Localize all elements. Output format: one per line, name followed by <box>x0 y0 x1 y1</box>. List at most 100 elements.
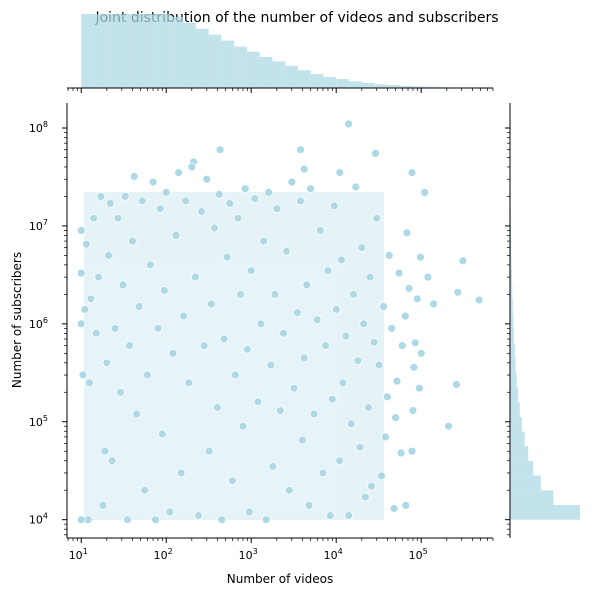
scatter-point <box>400 311 410 321</box>
y-tick-label: 106 <box>29 316 48 331</box>
top-histogram-bar <box>208 34 222 88</box>
scatter-point <box>102 358 112 368</box>
scatter-point <box>236 289 246 299</box>
scatter-point <box>384 250 394 260</box>
top-histogram-bar <box>348 81 362 88</box>
scatter-point <box>302 280 312 290</box>
top-histogram-bar <box>196 28 209 88</box>
scatter-point <box>181 196 191 206</box>
top-histogram-bar <box>272 61 286 88</box>
scatter-point <box>297 435 307 445</box>
scatter-point <box>360 492 370 502</box>
y-tick-label: 107 <box>29 218 48 233</box>
scatter-point <box>238 421 248 431</box>
scatter-point <box>357 243 367 253</box>
x-tick-label: 103 <box>239 547 258 562</box>
scatter-point <box>296 196 305 206</box>
scatter-point <box>304 500 314 510</box>
scatter-point <box>233 213 243 223</box>
scatter-point <box>153 323 163 333</box>
right-histogram-bar <box>510 387 519 403</box>
top-histogram-bar <box>399 85 413 88</box>
scatter-point <box>253 397 263 407</box>
scatter-point <box>296 145 305 155</box>
scatter-point <box>96 191 106 201</box>
scatter-point <box>344 119 354 129</box>
top-histogram-bar <box>170 17 184 88</box>
scatter-point <box>246 266 256 276</box>
top-histogram-bar <box>374 84 388 88</box>
scatter-point <box>100 446 110 456</box>
scatter-point <box>165 507 175 517</box>
scatter-point <box>407 446 417 456</box>
scatter-point <box>210 223 219 233</box>
scatter-point <box>318 468 328 478</box>
scatter-point <box>120 191 130 201</box>
scatter-point <box>402 228 412 238</box>
scatter-point <box>382 392 392 402</box>
scatter-point <box>217 515 227 525</box>
scatter-point <box>272 204 282 214</box>
scatter-point <box>414 383 424 393</box>
x-tick-label: 105 <box>409 547 428 562</box>
scatter-point <box>118 280 128 290</box>
y-tick-label: 105 <box>29 414 48 429</box>
scatter-point <box>76 225 86 235</box>
right-histogram-bar <box>510 270 512 285</box>
scatter-point <box>134 302 144 312</box>
scatter-point <box>387 323 397 333</box>
scatter-point <box>412 294 422 304</box>
right-histogram-bar <box>510 328 514 344</box>
scatter-point <box>315 225 325 235</box>
right-histogram-bar <box>510 284 513 300</box>
scatter-point <box>408 406 418 416</box>
scatter-point <box>404 283 414 293</box>
scatter-point <box>349 289 358 299</box>
scatter-point <box>116 387 125 397</box>
scatter-point <box>168 348 178 358</box>
scatter-point <box>401 500 411 510</box>
scatter-point <box>261 515 271 525</box>
right-histogram-bar <box>510 299 513 315</box>
right-histogram-bar <box>510 255 512 270</box>
scatter-point <box>187 162 197 172</box>
top-histogram-bar <box>234 46 247 88</box>
scatter-point <box>76 515 86 525</box>
scatter-point <box>329 201 339 211</box>
scatter-point <box>161 187 171 197</box>
scatter-point <box>394 268 404 278</box>
scatter-point <box>355 442 365 452</box>
scatter-point <box>155 204 165 214</box>
scatter-point <box>312 315 322 325</box>
scatter-point <box>284 485 294 495</box>
scatter-point <box>89 213 99 223</box>
scatter-point <box>306 184 316 194</box>
scatter-point <box>359 319 369 329</box>
scatter-point <box>344 511 354 520</box>
right-histogram-bar <box>510 446 529 461</box>
scatter-point <box>215 145 225 155</box>
scatter-point <box>105 198 115 208</box>
top-histogram-bar <box>94 14 107 88</box>
scatter-point <box>159 285 169 295</box>
scatter-point <box>292 308 302 318</box>
top-histogram-bar <box>247 51 260 88</box>
scatter-point <box>98 500 108 510</box>
scatter-point <box>275 406 285 416</box>
scatter-point <box>123 515 132 525</box>
top-histogram-bar <box>297 70 311 88</box>
scatter-point <box>335 168 345 178</box>
scatter-point <box>266 360 276 370</box>
scatter-point <box>415 252 425 262</box>
scatter-point <box>365 272 375 282</box>
x-tick-label: 102 <box>154 547 173 562</box>
scatter-point <box>429 299 439 309</box>
scatter-point <box>389 504 399 513</box>
top-histogram-bar <box>412 86 426 88</box>
right-histogram-bar <box>510 314 514 329</box>
top-histogram-bar <box>336 79 349 88</box>
scatter-points <box>76 119 484 525</box>
scatter-point <box>341 331 351 341</box>
scatter-point <box>453 287 463 297</box>
scatter-point <box>127 236 137 246</box>
